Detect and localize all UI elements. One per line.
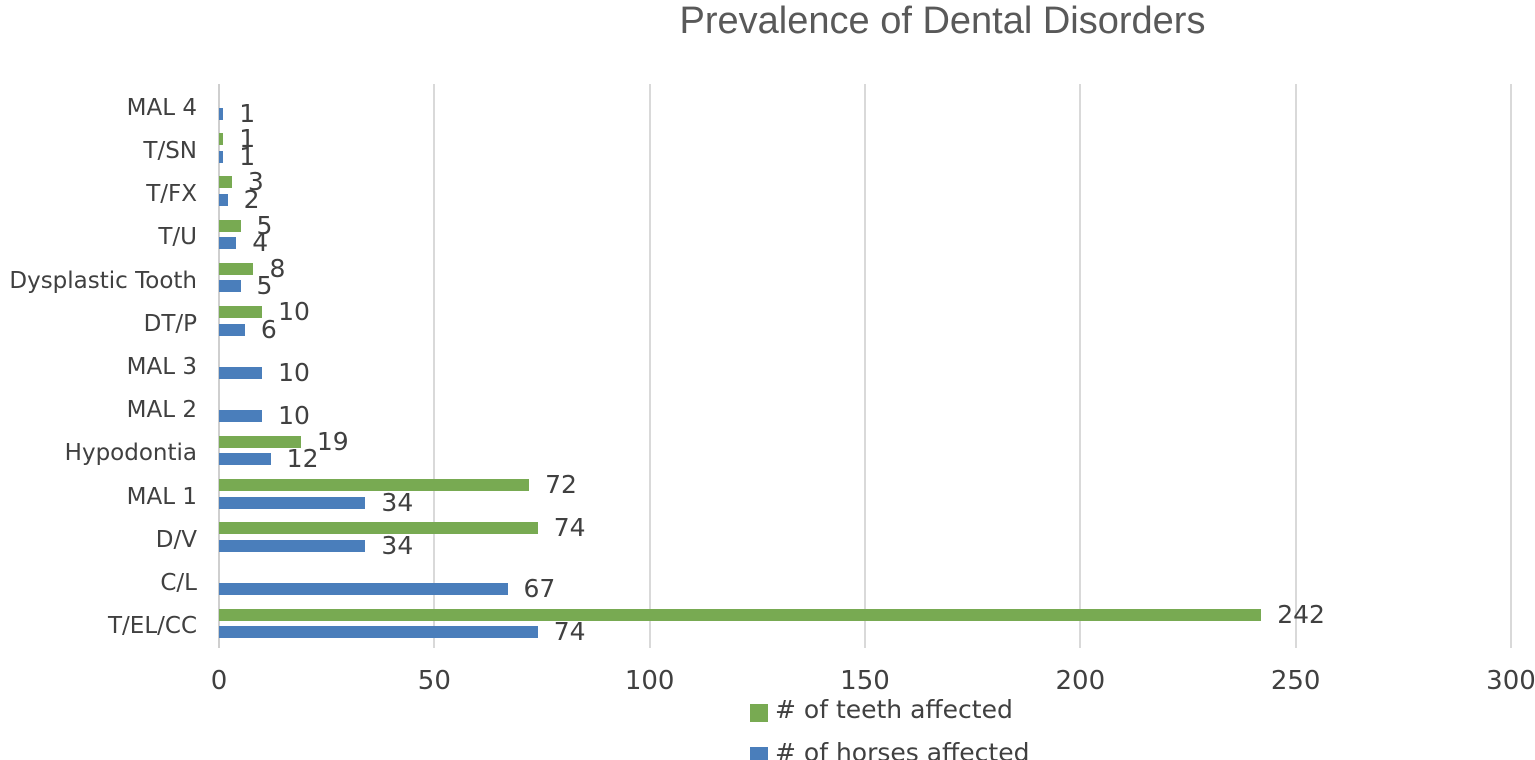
gridline xyxy=(648,84,651,648)
value-label: 8 xyxy=(269,253,286,283)
chart-title: Prevalence of Dental Disorders xyxy=(679,0,1206,42)
gridline xyxy=(864,84,866,648)
bar-teeth xyxy=(219,608,1262,621)
bar-horses xyxy=(219,280,241,293)
value-label: 1 xyxy=(239,141,256,171)
legend-label-horses: # of horses affected xyxy=(775,738,1030,760)
bar-teeth xyxy=(219,262,254,275)
gridline xyxy=(1294,84,1297,648)
bar-teeth xyxy=(219,133,224,146)
gridline xyxy=(433,84,436,648)
gridline xyxy=(1510,84,1512,648)
legend-item-teeth: # of teeth affected xyxy=(750,695,1013,724)
x-tick-label: 150 xyxy=(840,666,890,696)
value-label: 3 xyxy=(247,167,264,197)
value-label: 12 xyxy=(286,444,319,474)
value-label: 10 xyxy=(278,297,310,327)
bar-horses xyxy=(219,539,366,552)
bar-teeth xyxy=(219,479,530,492)
category-label: MAL 1 xyxy=(126,483,197,510)
y-axis-line xyxy=(218,84,220,648)
bar-horses xyxy=(219,453,271,466)
category-label: C/L xyxy=(160,570,197,597)
bar-teeth xyxy=(219,176,232,189)
bar-horses xyxy=(219,150,224,163)
value-label: 72 xyxy=(545,470,577,500)
bar-horses xyxy=(219,193,228,206)
teeth-series-swatch-icon xyxy=(750,704,768,722)
x-tick-label: 200 xyxy=(1055,666,1106,696)
value-label: 74 xyxy=(553,513,586,543)
category-label: MAL 2 xyxy=(126,397,197,424)
x-tick-label: 100 xyxy=(624,666,675,696)
value-label: 67 xyxy=(523,574,556,604)
category-label: T/EL/CC xyxy=(107,613,197,640)
value-label: 34 xyxy=(381,487,414,517)
bar-teeth xyxy=(219,522,538,535)
value-label: 10 xyxy=(278,357,310,387)
value-label: 5 xyxy=(256,210,273,240)
value-label: 34 xyxy=(381,530,414,560)
category-label: MAL 4 xyxy=(126,94,197,121)
legend-label-teeth: # of teeth affected xyxy=(775,695,1013,724)
category-label: T/SN xyxy=(143,137,197,164)
value-label: 19 xyxy=(316,426,349,456)
bar-teeth xyxy=(219,435,301,448)
x-tick-label: 0 xyxy=(210,666,228,696)
bar-teeth xyxy=(219,219,241,232)
bar-horses xyxy=(219,107,224,120)
value-label: 10 xyxy=(278,401,310,431)
bar-horses xyxy=(219,237,237,250)
category-label: Dysplastic Tooth xyxy=(9,267,197,294)
bar-teeth xyxy=(219,306,263,319)
x-tick-label: 300 xyxy=(1486,666,1535,696)
value-label: 1 xyxy=(239,124,256,154)
horses-series-swatch-icon xyxy=(750,747,768,760)
value-label: 1 xyxy=(239,98,256,128)
value-label: 2 xyxy=(243,184,260,214)
bar-horses xyxy=(219,410,263,423)
bar-horses xyxy=(219,626,538,639)
gridline xyxy=(1079,84,1082,648)
bar-horses xyxy=(219,583,508,596)
bar-horses xyxy=(219,323,245,336)
value-label: 4 xyxy=(252,228,269,258)
value-label: 74 xyxy=(553,617,586,647)
value-label: 6 xyxy=(260,314,277,344)
x-tick-label: 50 xyxy=(417,666,451,696)
value-label: 5 xyxy=(256,271,273,301)
bar-horses xyxy=(219,496,366,509)
category-label: MAL 3 xyxy=(126,353,197,380)
category-label: Hypodontia xyxy=(64,440,197,467)
category-label: DT/P xyxy=(143,310,197,337)
legend-item-horses: # of horses affected xyxy=(750,738,1029,760)
category-label: T/U xyxy=(158,224,197,251)
value-label: 242 xyxy=(1277,599,1325,629)
category-label: T/FX xyxy=(146,181,197,208)
x-tick-label: 250 xyxy=(1270,666,1321,696)
category-label: D/V xyxy=(155,526,197,553)
bar-horses xyxy=(219,366,263,379)
